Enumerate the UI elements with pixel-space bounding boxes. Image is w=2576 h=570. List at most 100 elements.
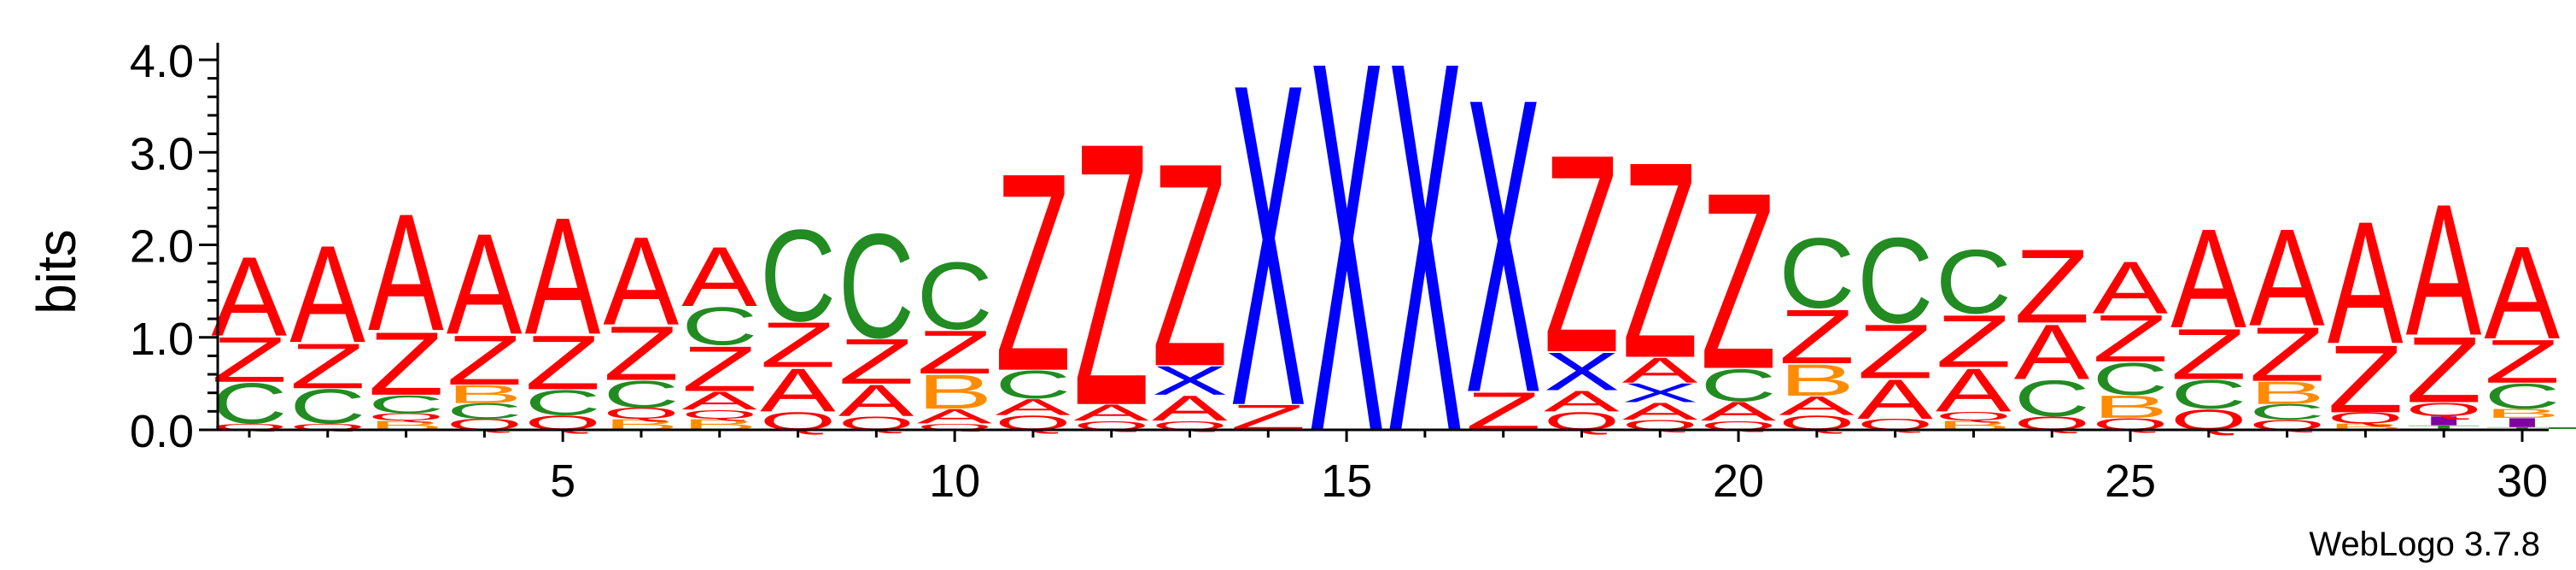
logo-glyph-x: X bbox=[1230, 0, 1306, 502]
logo-glyph-i: I bbox=[2484, 415, 2560, 430]
logo-glyph-z: Z bbox=[447, 321, 523, 400]
x-tick-label: 20 bbox=[1713, 455, 1764, 507]
logo-glyph-z: Z bbox=[1544, 97, 1620, 412]
logo-glyph-z: Z bbox=[525, 319, 601, 405]
logo-glyph-q: Q bbox=[681, 408, 757, 422]
logo-glyph-c: C bbox=[2249, 400, 2325, 425]
logo-glyph-b: B bbox=[2093, 389, 2169, 425]
logo-glyph-b: B bbox=[447, 379, 523, 408]
logo-glyph-a: A bbox=[368, 180, 444, 367]
logo-glyph-c: C bbox=[760, 203, 836, 349]
logo-glyph-b: B bbox=[2249, 375, 2325, 411]
logo-glyph-q: Q bbox=[368, 411, 444, 422]
logo-glyph-z: Z bbox=[2484, 327, 2560, 396]
logo-glyph-z: Z bbox=[838, 326, 914, 397]
logo-glyph-a: A bbox=[995, 394, 1071, 420]
logo-glyph-x: X bbox=[1544, 342, 1620, 403]
logo-glyph-c: C bbox=[447, 399, 523, 424]
logo-glyph-q: Q bbox=[1936, 409, 2012, 424]
logo-glyph-c: C bbox=[2014, 369, 2090, 427]
logo-glyph-z: Z bbox=[681, 332, 757, 404]
logo-glyph-x: X bbox=[1622, 378, 1698, 408]
logo-glyph-b: B bbox=[917, 364, 993, 419]
logo-glyph-q: Q bbox=[603, 405, 679, 422]
x-tick-label: 25 bbox=[2105, 455, 2156, 507]
logo-glyph-z: Z bbox=[2406, 318, 2482, 423]
logo-glyph-a: A bbox=[2093, 245, 2169, 329]
logo-glyph-x: X bbox=[1465, 12, 1541, 481]
logo-glyph-c: C bbox=[289, 379, 365, 434]
logo-glyph-z: Z bbox=[1622, 103, 1698, 416]
logo-glyph-z: Z bbox=[1936, 300, 2012, 383]
logo-glyph-a: A bbox=[447, 204, 523, 365]
logo-glyph-a: A bbox=[525, 184, 601, 370]
x-tick-label: 10 bbox=[929, 455, 980, 507]
y-tick-label: 4.0 bbox=[130, 36, 194, 87]
logo-glyph-x: X bbox=[1309, 0, 1385, 542]
logo-glyph-a: A bbox=[838, 376, 914, 426]
logo-glyph-i: I bbox=[2406, 414, 2482, 428]
logo-glyph-z: Z bbox=[1073, 66, 1149, 485]
logo-glyph-a: A bbox=[1152, 388, 1228, 428]
axes: 0.0 1.0 2.0 3.0 4.0 5 10 15 20 25 30 bbox=[130, 36, 2576, 507]
logo-glyph-a: A bbox=[1544, 385, 1620, 418]
logo-glyph-b: B bbox=[2328, 422, 2404, 432]
footer-credit: WebLogo 3.7.8 bbox=[2309, 526, 2540, 563]
logo-glyph-c: C bbox=[603, 373, 679, 416]
logo-glyph-q: Q bbox=[2328, 409, 2404, 426]
logo-glyph-c: C bbox=[995, 362, 1071, 407]
x-tick-label: 15 bbox=[1321, 455, 1372, 507]
logo-glyph-a: A bbox=[2014, 309, 2090, 397]
logo-glyph-z: Z bbox=[211, 324, 287, 396]
logo-glyph-c: C bbox=[917, 243, 993, 350]
logo-glyph-c: C bbox=[2170, 371, 2246, 417]
logo-glyph-c: C bbox=[838, 203, 914, 370]
logo-glyph-z: Z bbox=[1152, 103, 1228, 427]
logo-glyph-a: A bbox=[1857, 368, 1933, 432]
logo-glyph-z: Z bbox=[995, 115, 1071, 431]
logo-glyph-q: Q bbox=[289, 422, 365, 432]
logo-glyph-a: A bbox=[2249, 201, 2325, 356]
logo-glyph-z: Z bbox=[2093, 301, 2169, 376]
logo-glyph-z: Z bbox=[368, 314, 444, 414]
x-tick-label: 30 bbox=[2497, 455, 2548, 507]
logo-glyph-t: T bbox=[2406, 424, 2482, 431]
logo-glyph-q: Q bbox=[917, 422, 993, 432]
logo-glyph-q: Q bbox=[2406, 399, 2482, 420]
logo-glyph-a: A bbox=[2170, 199, 2246, 357]
logo-glyph-a: A bbox=[211, 234, 287, 361]
logo-glyph-c: C bbox=[211, 372, 287, 437]
logo-glyph-z: Z bbox=[1701, 142, 1777, 422]
logo-glyph-a: A bbox=[2406, 166, 2482, 374]
logo-glyph-x: X bbox=[1152, 358, 1228, 404]
logo-glyph-c: C bbox=[1701, 360, 1777, 411]
y-axis-label: bits bbox=[26, 229, 87, 314]
logo-glyph-a: A bbox=[1622, 398, 1698, 426]
logo-glyph-x: X bbox=[1387, 0, 1463, 542]
logo-glyph-c: C bbox=[1779, 218, 1855, 330]
logo-glyph-a: A bbox=[603, 210, 679, 351]
logo-glyph-a: A bbox=[1779, 391, 1855, 421]
logo-glyph-z: Z bbox=[917, 318, 993, 386]
logo-glyph-c: C bbox=[1857, 213, 1933, 350]
logo-glyph-z: Z bbox=[760, 309, 836, 380]
logo-glyph-z: Z bbox=[1779, 293, 1855, 379]
y-tick-label: 3.0 bbox=[130, 128, 194, 179]
x-tick-label: 5 bbox=[550, 455, 575, 507]
logo-glyph-z: Z bbox=[603, 310, 679, 397]
logo-glyph-z: Z bbox=[2328, 325, 2404, 432]
logo-glyph-z: Z bbox=[289, 330, 365, 402]
logo-glyph-c: C bbox=[368, 391, 444, 420]
y-tick-label: 2.0 bbox=[130, 221, 194, 273]
y-tick-label: 0.0 bbox=[130, 406, 194, 457]
logo-glyph-c: C bbox=[2484, 376, 2560, 416]
logo-glyph-c: C bbox=[1936, 232, 2012, 332]
logo-glyph-a: A bbox=[1073, 400, 1149, 426]
logo-glyph-z: Z bbox=[2170, 314, 2246, 395]
logo-glyph-z: Z bbox=[2014, 227, 2090, 345]
plot-area: QCZAQCZABQCZAQCBZAQCZABQCZABQAZCAQAZCQAZ… bbox=[211, 0, 2560, 542]
logo-glyph-t: T bbox=[2484, 426, 2560, 431]
logo-glyph-a: A bbox=[681, 229, 757, 324]
logo-glyph-z: Z bbox=[1857, 309, 1933, 395]
logo-glyph-z: Z bbox=[2249, 311, 2325, 397]
